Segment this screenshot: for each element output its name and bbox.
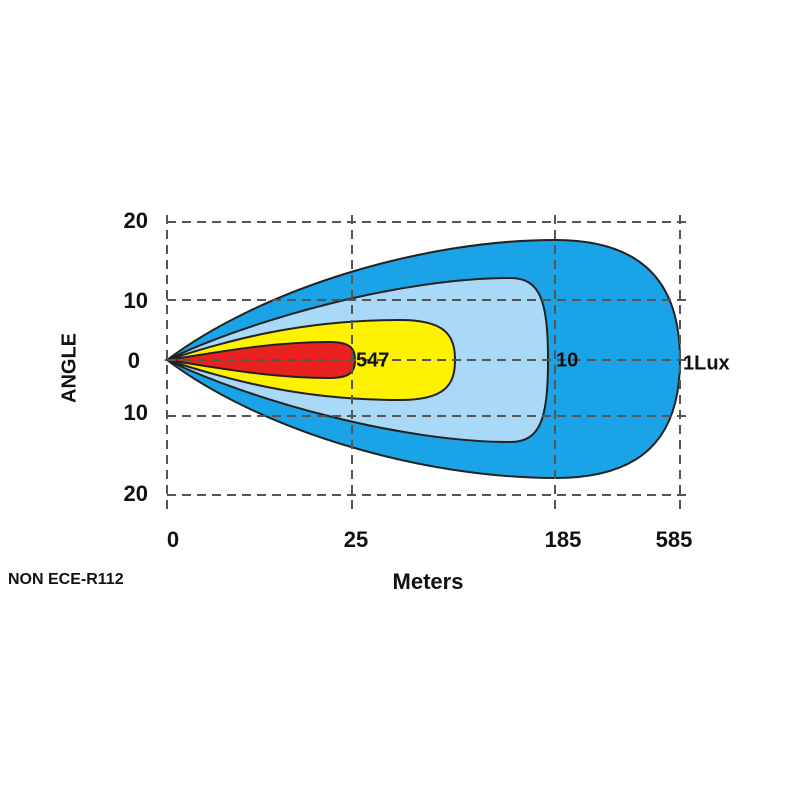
y-tick-label: 0 xyxy=(128,348,140,373)
y-tick-label: 20 xyxy=(124,481,148,506)
zone-label: 547 xyxy=(356,349,389,371)
y-tick-label: 20 xyxy=(124,208,148,233)
grid xyxy=(166,215,690,515)
note: NON ECE-R112 xyxy=(8,571,124,588)
y-tick-label: 10 xyxy=(124,400,148,425)
x-axis-label: Meters xyxy=(393,569,464,594)
x-tick-label: 0 xyxy=(167,527,179,552)
y-tick-label: 10 xyxy=(124,288,148,313)
x-tick-label: 185 xyxy=(545,527,582,552)
x-tick-label: 25 xyxy=(344,527,368,552)
zone-label: 1Lux xyxy=(683,352,730,374)
y-axis-label: ANGLE xyxy=(58,333,80,403)
zone-label: 10 xyxy=(556,349,578,371)
x-tick-label: 585 xyxy=(656,527,693,552)
